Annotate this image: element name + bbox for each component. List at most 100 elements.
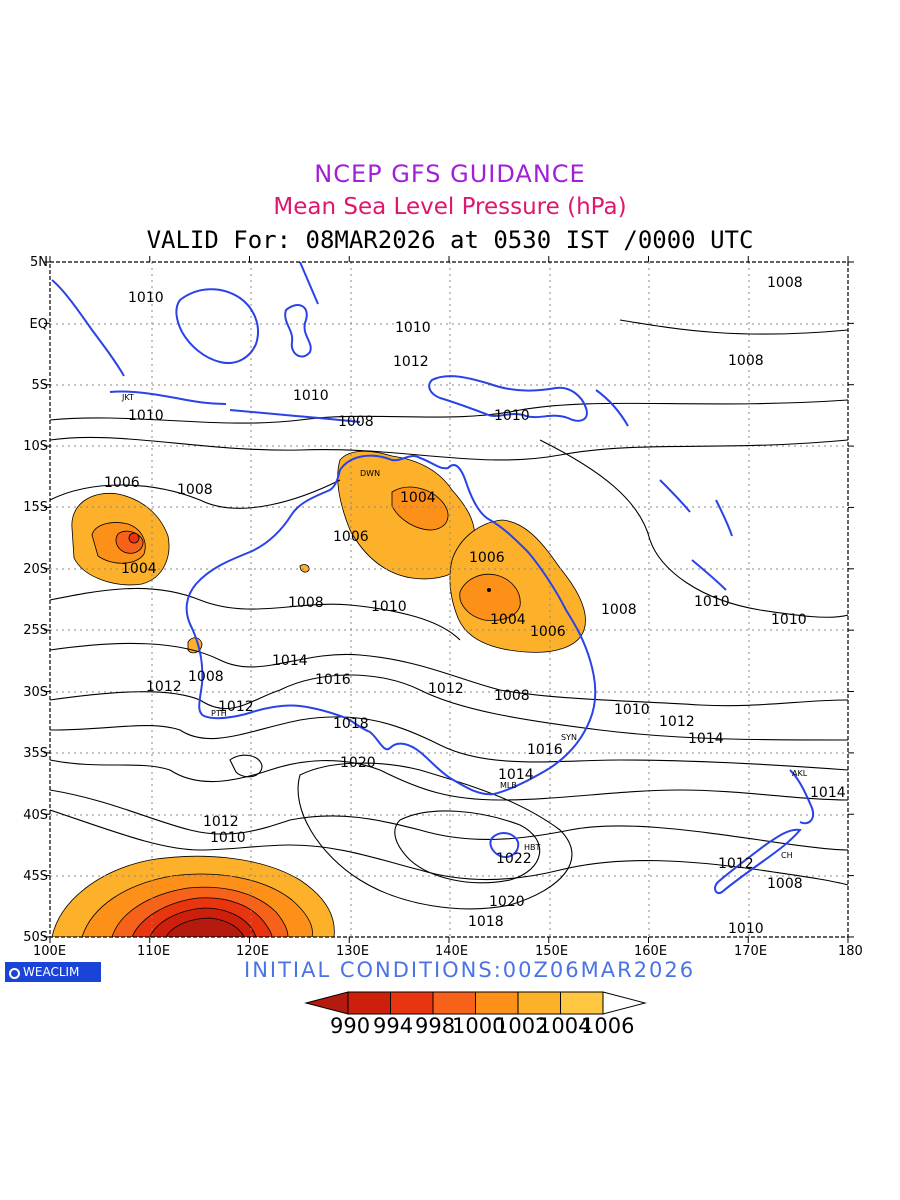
- coast-png-islands: [595, 389, 629, 427]
- contour-label: 1006: [530, 624, 566, 640]
- coast-vanuatu: [715, 499, 733, 537]
- lon-label: 100E: [33, 944, 67, 959]
- contour-label: 1012: [718, 856, 754, 872]
- contour-label: 1006: [333, 529, 369, 545]
- colorbar-segment: [560, 991, 604, 1015]
- coast-philippines: [299, 262, 319, 305]
- contour-label: 1016: [315, 672, 351, 688]
- contour-label: 1018: [333, 716, 369, 732]
- contour-label: 1012: [393, 354, 429, 370]
- lon-label: 170E: [734, 944, 768, 959]
- colorbar-label: 1006: [581, 1014, 635, 1038]
- colorbar-segment: [432, 991, 476, 1015]
- contour-label: 1008: [728, 353, 764, 369]
- coast-nz-south: [714, 828, 802, 894]
- colorbar-segment: [304, 991, 349, 1015]
- shade-low-cent-1006: [299, 564, 310, 573]
- city-label: PTH: [211, 709, 227, 718]
- coast-tasmania: [489, 832, 520, 858]
- contour-label: 1010: [293, 388, 329, 404]
- contour-label: 1016: [527, 742, 563, 758]
- contour-label: 1010: [494, 408, 530, 424]
- contour-label: 1006: [469, 550, 505, 566]
- contour-label: 1020: [340, 755, 376, 771]
- lat-label: 50S: [23, 930, 48, 945]
- contour-label: 1014: [272, 653, 308, 669]
- contour-label: 1012: [218, 699, 254, 715]
- contour-label: 1010: [728, 921, 764, 937]
- lat-label: EQ: [29, 317, 48, 332]
- city-label: DWN: [360, 469, 380, 478]
- city-label: AKL: [792, 769, 808, 778]
- lon-label: 150E: [535, 944, 569, 959]
- lat-label: 40S: [23, 808, 48, 823]
- colorbar-label: 994: [373, 1014, 414, 1038]
- contour-label: 1014: [498, 767, 534, 783]
- contour-label: 1022: [496, 851, 532, 867]
- coast-nz-north: [789, 769, 814, 825]
- logo-text: WEACLIM: [23, 965, 80, 979]
- contour-label: 1006: [104, 475, 140, 491]
- contour-label: 1010: [128, 408, 164, 424]
- lat-label: 35S: [23, 746, 48, 761]
- lat-label: 5S: [31, 378, 48, 393]
- lon-label: 130E: [336, 944, 370, 959]
- coast-sulawesi: [284, 304, 312, 358]
- isobars: [50, 319, 848, 910]
- chart-title: NCEP GFS GUIDANCE: [314, 160, 586, 188]
- colorbar-label: 1004: [538, 1014, 592, 1038]
- chart-subtitle: Mean Sea Level Pressure (hPa): [273, 194, 627, 220]
- coast-borneo: [175, 288, 259, 364]
- lon-label: 180: [838, 944, 863, 959]
- low-center-marker: [487, 588, 491, 592]
- colorbar-segment: [602, 991, 647, 1015]
- city-label: JKT: [121, 393, 134, 402]
- contour-label: 1012: [146, 679, 182, 695]
- contour-label: 1010: [210, 830, 246, 846]
- city-label: SYN: [561, 733, 577, 742]
- lat-label: 5N: [30, 255, 48, 270]
- copyright-icon: [9, 968, 20, 979]
- coast-australia: [185, 454, 597, 796]
- contour-label: 1010: [694, 594, 730, 610]
- lat-label: 15S: [23, 500, 48, 515]
- contour-label: 1012: [203, 814, 239, 830]
- contour-label: 1010: [614, 702, 650, 718]
- valid-time: VALID For: 08MAR2026 at 0530 IST /0000 U…: [146, 226, 754, 254]
- contour-label: 1004: [121, 561, 157, 577]
- city-labels: JKT DWN PTH SYN MLB HBT AKL CH: [121, 393, 808, 860]
- city-label: HBT: [524, 843, 541, 852]
- initial-conditions: INITIAL CONDITIONS:00Z06MAR2026: [244, 958, 696, 982]
- coast-new-guinea: [428, 375, 588, 422]
- contour-label: 1008: [188, 669, 224, 685]
- contour-label: 1008: [601, 602, 637, 618]
- contour-label: 1004: [490, 612, 526, 628]
- lon-label: 110E: [137, 944, 171, 959]
- coast-java: [109, 390, 227, 405]
- contour-label: 1004: [400, 490, 436, 506]
- colorbar-label: 990: [330, 1014, 371, 1038]
- city-label: CH: [781, 851, 793, 860]
- colorbar-segment: [390, 991, 434, 1015]
- lon-label: 140E: [435, 944, 469, 959]
- lat-label: 25S: [23, 623, 48, 638]
- coastlines: [51, 262, 814, 894]
- contour-label: 1014: [688, 731, 724, 747]
- weaclim-logo: WEACLIM: [5, 962, 101, 982]
- shade-low-north-1004: [391, 486, 449, 531]
- coast-sumatra: [51, 279, 125, 377]
- coast-solomons: [659, 479, 691, 513]
- colorbar-segment: [347, 991, 391, 1015]
- contour-label: 1008: [338, 414, 374, 430]
- city-label: MLB: [500, 781, 517, 790]
- contour-label: 1008: [767, 275, 803, 291]
- contour-label: 1008: [494, 688, 530, 704]
- shade-low-south-994: [165, 917, 245, 937]
- grid-lines: [50, 262, 848, 937]
- contour-label: 1010: [395, 320, 431, 336]
- lat-label: 30S: [23, 685, 48, 700]
- lat-label: 20S: [23, 562, 48, 577]
- contour-labels: 1010 1010 1012 1010 1010 1008 1010 1008 …: [104, 275, 846, 937]
